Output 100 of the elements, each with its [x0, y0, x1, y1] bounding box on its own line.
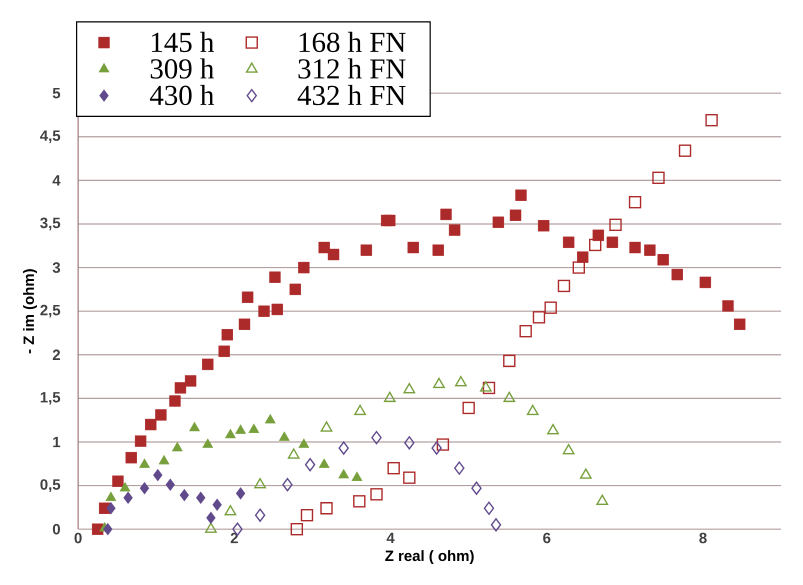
y-tick-label: 2,5	[40, 304, 60, 318]
point	[572, 261, 586, 274]
point	[432, 244, 444, 256]
point	[387, 462, 400, 474]
x-tick-label: 4	[386, 532, 395, 543]
point	[408, 242, 419, 254]
point	[503, 392, 516, 402]
point	[370, 488, 383, 500]
point	[103, 522, 112, 536]
point	[403, 472, 416, 484]
y-tick-label: 1	[53, 436, 60, 448]
point	[328, 248, 340, 260]
point	[180, 488, 190, 502]
y-tick-label: 2	[52, 350, 60, 360]
point	[120, 482, 130, 492]
point	[139, 458, 150, 468]
point	[462, 402, 475, 414]
point	[225, 428, 236, 438]
point	[404, 436, 415, 450]
point	[288, 448, 300, 459]
point	[360, 244, 372, 256]
y-tick-label: 0	[52, 524, 60, 534]
point	[577, 251, 588, 263]
point	[123, 492, 133, 504]
point	[282, 478, 293, 492]
point	[705, 114, 718, 126]
point	[174, 382, 186, 394]
point	[184, 375, 196, 387]
point	[206, 512, 216, 524]
point	[448, 224, 460, 236]
point	[205, 522, 217, 533]
point	[628, 196, 642, 208]
point	[544, 301, 557, 314]
point	[629, 242, 641, 254]
point	[272, 304, 283, 316]
point	[318, 242, 330, 254]
point	[254, 508, 266, 522]
point	[202, 438, 214, 448]
point	[609, 218, 622, 232]
point	[202, 358, 214, 370]
point	[471, 481, 482, 495]
y-axis-title: - Z im (ohm)	[23, 269, 37, 354]
point	[547, 424, 559, 434]
legend-label: 309 h	[150, 58, 214, 79]
y-tick-label: 3,5	[40, 218, 60, 230]
legend-label: 312 h FN	[298, 58, 406, 79]
point	[106, 492, 116, 501]
point	[644, 244, 656, 256]
point	[338, 468, 350, 478]
legend-label: 168 h FN	[300, 32, 406, 52]
point	[158, 454, 170, 464]
point	[354, 404, 366, 416]
point	[482, 382, 496, 394]
point	[558, 280, 570, 292]
x-tick-label: 0	[74, 532, 82, 544]
point	[436, 438, 450, 451]
point	[492, 216, 504, 228]
point	[433, 378, 445, 388]
point	[454, 461, 464, 475]
point	[189, 422, 200, 432]
point	[672, 268, 683, 280]
point	[371, 430, 382, 444]
point	[440, 208, 452, 220]
point	[510, 210, 522, 221]
point	[126, 452, 137, 464]
point	[169, 395, 181, 407]
point	[384, 214, 396, 226]
point	[298, 262, 310, 274]
point	[318, 458, 330, 468]
point	[172, 442, 183, 452]
point	[532, 311, 546, 324]
point	[153, 468, 162, 482]
point	[652, 172, 665, 184]
point	[657, 254, 669, 266]
x-axis-title: Z real ( ohm)	[385, 550, 474, 564]
point	[353, 495, 366, 508]
point	[700, 276, 712, 288]
point	[320, 421, 332, 432]
point	[606, 236, 618, 248]
point	[258, 305, 270, 317]
point	[145, 418, 156, 430]
point	[264, 414, 276, 424]
x-tick-label: 8	[699, 532, 707, 544]
point	[112, 476, 124, 487]
y-tick-label: 3	[52, 262, 60, 273]
point	[290, 522, 304, 536]
point	[678, 144, 692, 157]
point	[196, 492, 206, 504]
point	[242, 292, 254, 303]
point	[734, 318, 746, 330]
point	[222, 329, 234, 340]
point	[218, 346, 230, 357]
y-tick-label: 5	[52, 88, 60, 98]
point	[490, 518, 502, 532]
point	[338, 441, 349, 455]
x-tick-label: 6	[543, 532, 550, 544]
legend-label: 432 h FN	[298, 84, 406, 106]
point	[106, 502, 116, 514]
point	[155, 409, 167, 421]
y-tick-label: 4	[52, 175, 61, 186]
